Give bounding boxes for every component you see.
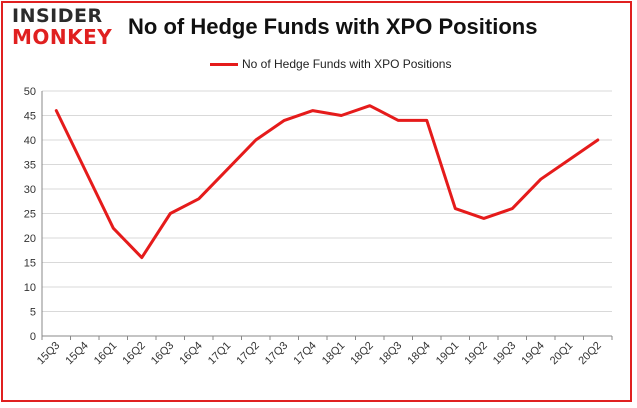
- x-tick-label: 18Q3: [377, 340, 405, 368]
- x-tick-label: 18Q4: [405, 340, 433, 368]
- chart-frame: [1, 1, 632, 402]
- y-tick-label: 10: [24, 282, 36, 294]
- x-tick-label: 16Q1: [92, 340, 120, 368]
- x-tick-label: 20Q1: [548, 340, 576, 368]
- x-tick-label: 15Q4: [63, 340, 91, 368]
- x-tick-label: 15Q3: [35, 340, 63, 368]
- chart-title: No of Hedge Funds with XPO Positions: [128, 14, 538, 39]
- x-tick-label: 17Q4: [291, 340, 319, 368]
- x-tick-label: 20Q2: [576, 340, 604, 368]
- legend-swatch: [210, 62, 238, 66]
- x-tick-label: 18Q2: [348, 340, 376, 368]
- y-tick-label: 30: [24, 184, 36, 196]
- y-tick-label: 20: [24, 233, 36, 245]
- x-tick-label: 19Q1: [434, 340, 462, 368]
- x-tick-label: 17Q1: [206, 340, 234, 368]
- y-tick-label: 50: [24, 86, 36, 98]
- x-tick-label: 16Q3: [149, 340, 177, 368]
- x-tick-label: 16Q4: [177, 340, 205, 368]
- x-tick-label: 18Q1: [320, 340, 348, 368]
- insider-monkey-logo: INSIDER MONKEY: [12, 5, 116, 49]
- legend-label: No of Hedge Funds with XPO Positions: [242, 57, 452, 71]
- x-tick-label: 17Q3: [263, 340, 291, 368]
- legend: No of Hedge Funds with XPO Positions: [210, 57, 451, 71]
- x-tick-label: 17Q2: [234, 340, 262, 368]
- y-tick-label: 0: [30, 331, 36, 343]
- y-tick-label: 15: [24, 258, 36, 270]
- y-tick-label: 5: [30, 307, 36, 319]
- y-tick-label: 40: [24, 135, 36, 147]
- x-tick-label: 19Q2: [462, 340, 490, 368]
- series-line: [54, 104, 600, 260]
- x-tick-label: 19Q3: [491, 340, 519, 368]
- logo-line-1: INSIDER: [12, 5, 103, 27]
- logo-line-2: MONKEY: [12, 25, 113, 49]
- y-tick-label: 25: [24, 209, 36, 221]
- y-tick-label: 35: [24, 160, 36, 172]
- x-tick-label: 19Q4: [519, 340, 547, 368]
- x-tick-label: 16Q2: [120, 340, 148, 368]
- y-tick-label: 45: [24, 111, 36, 123]
